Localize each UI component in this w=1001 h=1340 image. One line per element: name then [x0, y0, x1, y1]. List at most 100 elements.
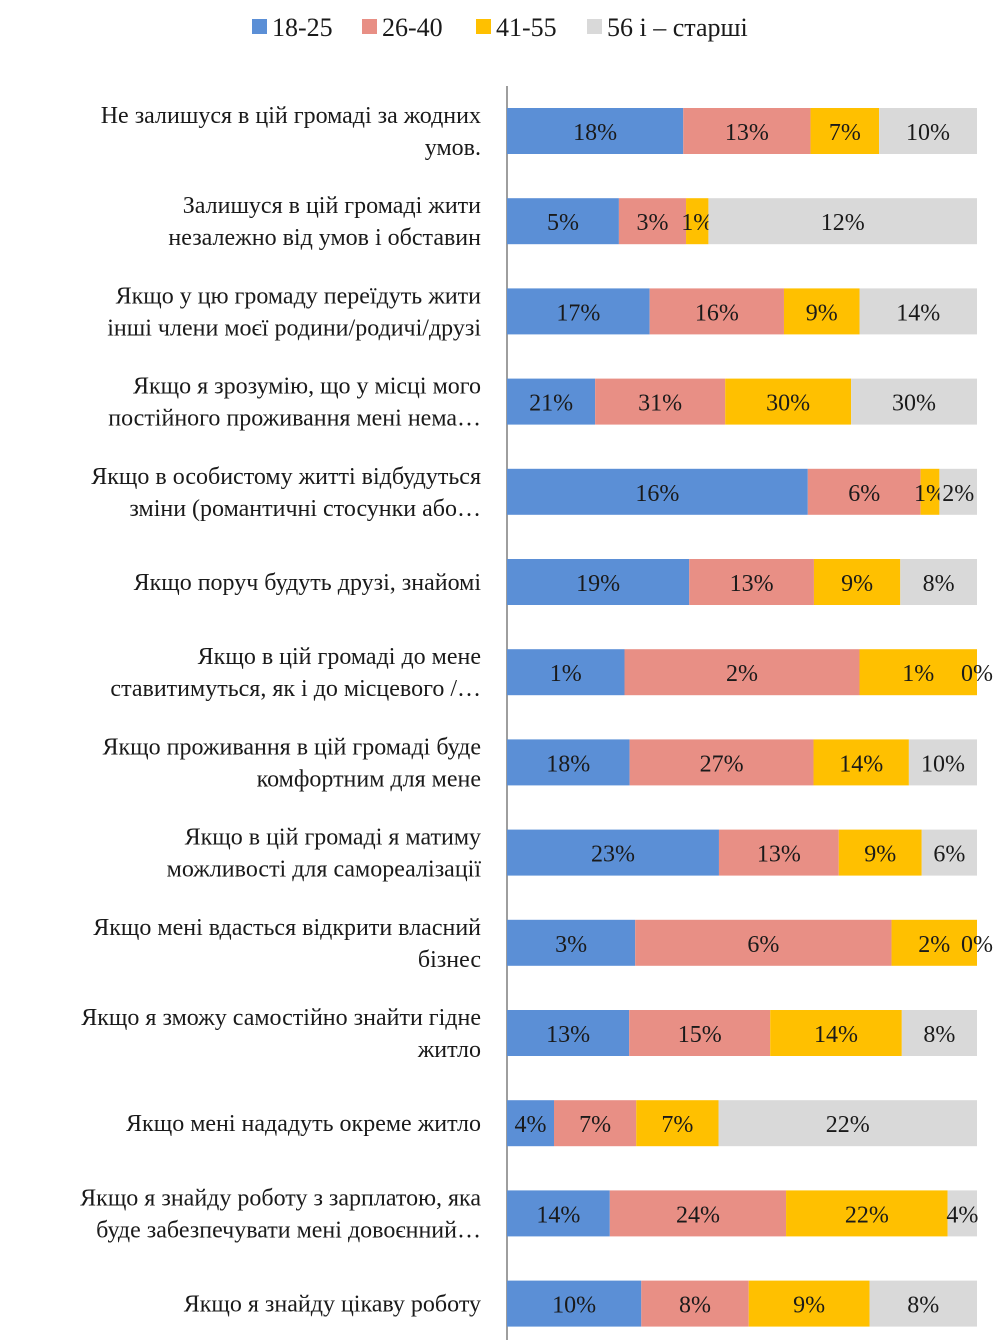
legend-label-2: 41-55: [496, 13, 557, 42]
data-label-0-3: 10%: [906, 120, 950, 146]
data-label-10-2: 14%: [814, 1022, 858, 1048]
bar-segment-3-0: [507, 378, 596, 425]
data-label-1-3: 12%: [821, 210, 865, 236]
data-label-4-3: 2%: [942, 481, 974, 507]
bar-segment-0-2: [810, 108, 880, 154]
category-label-10: Якщо я зможу самостійно знайти гідне житл…: [81, 1005, 481, 1063]
data-label-10-3: 8%: [923, 1022, 955, 1048]
bar-segment-8-2: [838, 829, 922, 876]
legend-swatch-2: [476, 19, 491, 34]
bar-segment-1-3: [708, 198, 977, 245]
bar-segment-0-0: [507, 108, 684, 154]
data-label-0-1: 13%: [725, 120, 769, 146]
data-label-13-3: 8%: [907, 1293, 939, 1319]
data-label-13-0: 10%: [552, 1293, 596, 1319]
bar-segment-5-0: [507, 559, 690, 605]
data-label-5-3: 8%: [923, 571, 955, 597]
bar-segment-13-2: [748, 1280, 870, 1327]
category-label-4: Якщо в особистому житті відбудуться зміни…: [91, 464, 481, 522]
bar-segment-12-0: [507, 1190, 610, 1237]
data-label-7-1: 27%: [700, 751, 744, 777]
bar-segment-1-1: [618, 198, 687, 245]
bar-segment-7-2: [813, 739, 909, 786]
bar-segment-3-1: [595, 378, 726, 425]
data-label-3-3: 30%: [892, 391, 936, 417]
legend-label-0: 18-25: [272, 13, 333, 42]
bar-segment-0-1: [683, 108, 811, 154]
category-label-1: Залишуся в цій громаді жити незалежно від…: [168, 193, 481, 251]
data-label-8-1: 13%: [757, 842, 801, 868]
data-label-8-0: 23%: [591, 842, 635, 868]
data-label-12-1: 24%: [676, 1202, 720, 1228]
bar-segment-2-3: [859, 288, 977, 335]
legend-swatch-0: [252, 19, 267, 34]
bar-segment-8-1: [718, 829, 839, 876]
bar-segment-9-2: [891, 919, 977, 966]
bar-segment-2-0: [507, 288, 650, 335]
bar-segment-6-0: [507, 649, 625, 696]
bar-segment-7-3: [908, 739, 977, 786]
data-label-12-3: 4%: [946, 1202, 978, 1228]
legend: 18-25 26-40 41-55 56 і – старші: [252, 13, 748, 42]
category-label-2: Якщо у цю громаду переїдуть жити інші чле…: [107, 283, 481, 341]
data-label-13-2: 9%: [793, 1293, 825, 1319]
bar-segment-12-3: [947, 1190, 977, 1237]
bar-segment-5-2: [813, 559, 901, 605]
bar-segment-5-3: [900, 559, 977, 605]
data-label-12-2: 22%: [845, 1202, 889, 1228]
bar-segment-2-1: [649, 288, 784, 335]
data-label-0-2: 7%: [829, 120, 861, 146]
bar-segment-11-0: [507, 1100, 554, 1147]
data-label-5-2: 9%: [841, 571, 873, 597]
data-label-8-2: 9%: [864, 842, 896, 868]
bar-segment-4-0: [507, 468, 808, 515]
data-label-7-3: 10%: [921, 751, 965, 777]
data-label-13-1: 8%: [679, 1293, 711, 1319]
category-label-12: Якщо я знайду роботу з зарплатою, яка буд…: [80, 1185, 481, 1243]
data-label-11-2: 7%: [661, 1112, 693, 1138]
bar-segment-3-3: [851, 378, 977, 425]
bar-segment-10-1: [629, 1010, 771, 1056]
category-label-7: Якщо проживання в цій громаді буде комфор…: [103, 734, 482, 792]
data-label-3-1: 31%: [638, 391, 682, 417]
data-label-6-2: 1%: [902, 661, 934, 687]
data-label-11-3: 22%: [826, 1112, 870, 1138]
bar-segment-6-1: [624, 649, 860, 696]
bar-segment-4-2: [920, 468, 940, 515]
bar-segment-7-1: [629, 739, 814, 786]
bar-segment-13-0: [507, 1280, 642, 1327]
data-label-6-3: 0%: [961, 661, 993, 687]
data-label-1-2: 1%: [681, 210, 713, 236]
data-label-1-1: 3%: [636, 210, 668, 236]
data-label-1-0: 5%: [547, 210, 579, 236]
data-label-7-0: 18%: [546, 751, 590, 777]
data-label-5-0: 19%: [576, 571, 620, 597]
bar-segment-11-1: [554, 1100, 637, 1147]
data-label-3-0: 21%: [529, 391, 573, 417]
bar-segment-13-3: [869, 1280, 977, 1327]
data-label-11-1: 7%: [579, 1112, 611, 1138]
data-label-8-3: 6%: [933, 842, 965, 868]
bar-segment-10-3: [901, 1010, 977, 1056]
data-label-10-1: 15%: [678, 1022, 722, 1048]
legend-label-3: 56 і – старші: [607, 13, 748, 42]
bar-segment-1-0: [507, 198, 619, 245]
bar-segment-8-0: [507, 829, 719, 876]
bar-segment-10-0: [507, 1010, 630, 1056]
data-label-4-1: 6%: [848, 481, 880, 507]
bar-segment-1-2: [686, 198, 709, 245]
category-label-8: Якщо в цій громаді я матиму можливості дл…: [167, 825, 482, 883]
data-label-4-0: 16%: [635, 481, 679, 507]
bar-segment-6-2: [859, 649, 977, 696]
data-label-6-1: 2%: [726, 661, 758, 687]
bar-segment-13-1: [641, 1280, 749, 1327]
data-label-2-2: 9%: [806, 300, 838, 326]
data-label-11-0: 4%: [515, 1112, 547, 1138]
bar-segment-5-1: [689, 559, 814, 605]
data-label-5-1: 13%: [730, 571, 774, 597]
category-labels: Не залишуся в цій громаді за жодних умов.…: [80, 103, 481, 1318]
data-label-6-0: 1%: [550, 661, 582, 687]
bar-segment-4-3: [939, 468, 977, 515]
data-label-12-0: 14%: [536, 1202, 580, 1228]
